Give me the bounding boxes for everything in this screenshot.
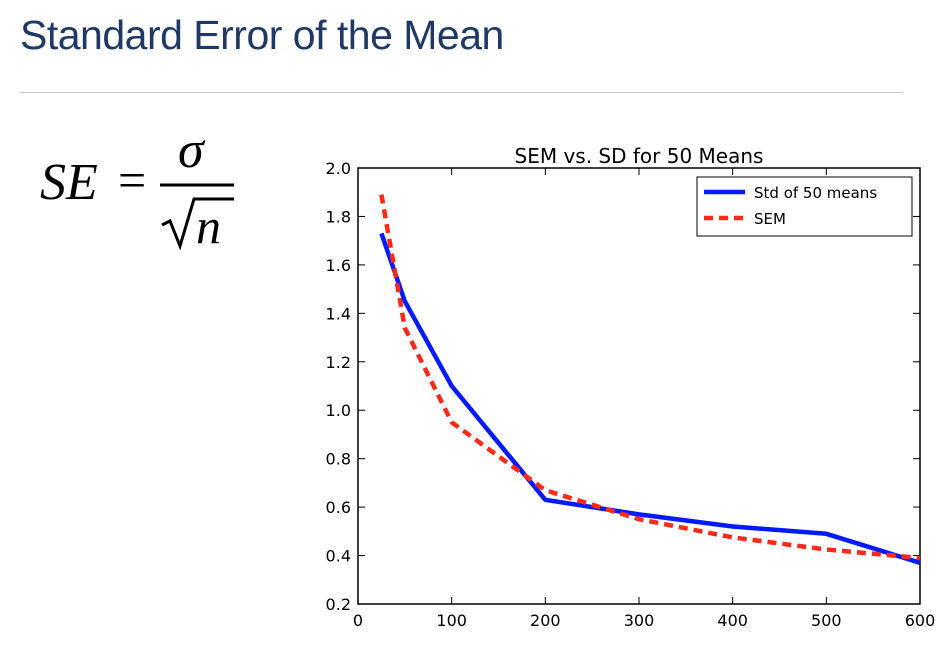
- y-tick-label: 1.4: [326, 304, 351, 323]
- y-tick-label: 0.4: [326, 547, 351, 566]
- y-tick-label: 1.0: [326, 401, 351, 420]
- y-tick-label: 1.6: [326, 256, 351, 275]
- formula-equals: =: [118, 152, 146, 208]
- legend-label-sem: SEM: [754, 210, 786, 228]
- x-tick-label: 200: [530, 611, 561, 630]
- y-tick-label: 0.2: [326, 595, 351, 614]
- x-tick-label: 500: [811, 611, 842, 630]
- y-tick-label: 1.2: [326, 353, 351, 372]
- std-series-line: [379, 232, 921, 565]
- y-tick-label: 0.6: [326, 498, 351, 517]
- x-tick-label: 0: [353, 611, 363, 630]
- square-root-icon: [161, 197, 234, 251]
- x-tick-label: 600: [905, 611, 936, 630]
- x-tick-label: 100: [436, 611, 467, 630]
- y-tick-label: 2.0: [326, 159, 351, 178]
- y-tick-label: 1.8: [326, 207, 351, 226]
- y-tick-label: 0.8: [326, 450, 351, 469]
- chart-title: SEM vs. SD for 50 Means: [515, 144, 764, 168]
- x-tick-label: 300: [624, 611, 655, 630]
- title-divider: [20, 92, 903, 93]
- x-tick-label: 400: [717, 611, 748, 630]
- legend-label-std: Std of 50 means: [754, 184, 877, 202]
- slide-title: Standard Error of the Mean: [20, 12, 504, 58]
- sem-series-line: [379, 194, 921, 561]
- formula-lhs: SE: [40, 154, 98, 211]
- legend-box: [696, 176, 913, 237]
- formula-numerator: σ: [178, 125, 206, 179]
- sem-formula: SE = σ n: [40, 125, 234, 254]
- formula-denominator: n: [196, 198, 221, 254]
- legend: Std of 50 means SEM: [696, 176, 913, 237]
